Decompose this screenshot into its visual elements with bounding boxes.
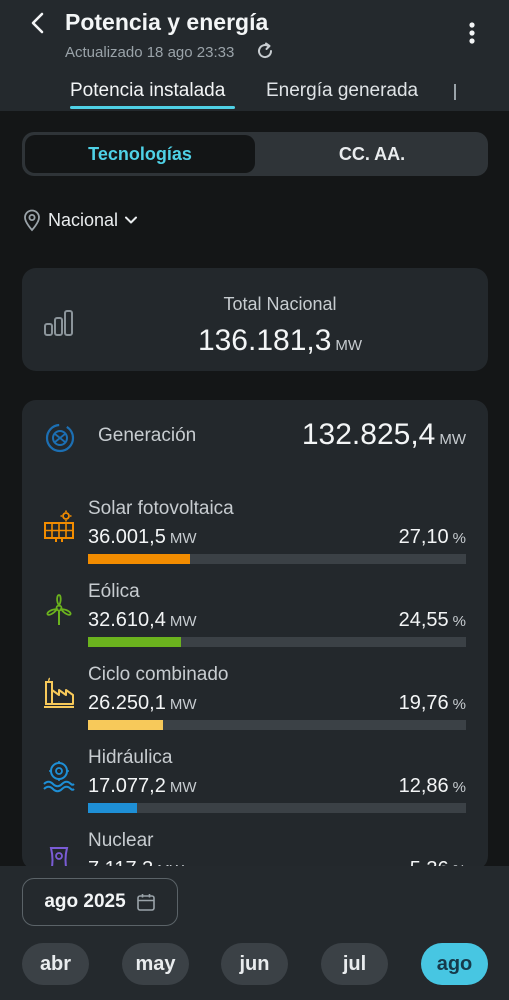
refresh-icon[interactable] [255, 41, 275, 61]
share-bar-track [88, 803, 466, 813]
segment-ccaa[interactable]: CC. AA. [338, 143, 406, 164]
tech-unit: MW [169, 613, 197, 630]
factory-icon [44, 677, 74, 708]
calendar-icon [136, 894, 155, 911]
tech-percent-unit: % [452, 530, 466, 547]
month-chip-jun[interactable]: jun [221, 943, 288, 985]
tech-unit: MW [169, 779, 197, 796]
tech-row-hidraulica[interactable]: Hidráulica 17.077,2 MW 12,86% [22, 747, 488, 827]
tech-row-nuclear[interactable]: Nuclear 7.117,3MW 5,36% [22, 830, 488, 870]
total-label: Total Nacional [223, 294, 337, 314]
tech-value: 17.077,2 [88, 775, 166, 797]
tech-name: Solar fotovoltaica [88, 498, 234, 519]
month-picker-button[interactable]: ago 2025 [22, 878, 178, 926]
month-footer: ago 2025 abr may jun jul ago [0, 866, 509, 1000]
page-title: Potencia y energía [65, 9, 269, 35]
month-chip-abr[interactable]: abr [22, 943, 89, 985]
location-pin-icon [24, 209, 40, 232]
tech-name: Nuclear [88, 830, 154, 851]
generation-unit: MW [439, 431, 466, 448]
last-updated-text: Actualizado 18 ago 23:33 [65, 44, 235, 61]
tech-percent: 12,86 [398, 775, 449, 797]
tech-value-row: 36.001,5 MW [88, 526, 197, 549]
total-value-row: 136.181,3 MW [22, 324, 488, 358]
share-bar-fill [88, 637, 181, 647]
tech-value: 36.001,5 [88, 526, 166, 548]
tech-row-solar-fotovoltaica[interactable]: Solar fotovoltaica 36.001,5 MW 27,10% [22, 498, 488, 578]
region-selector[interactable]: Nacional [22, 208, 138, 232]
total-value: 136.181,3 [197, 324, 332, 357]
tech-percent: 27,10 [398, 526, 449, 548]
region-label: Nacional [48, 209, 119, 230]
month-chip-jul[interactable]: jul [321, 943, 388, 985]
tech-value-row: 17.077,2 MW [88, 775, 197, 798]
share-bar-track [88, 720, 466, 730]
tech-value: 26.250,1 [88, 692, 166, 714]
chevron-down-icon [125, 216, 138, 224]
share-bar-track [88, 554, 466, 564]
tech-name: Hidráulica [88, 747, 173, 768]
segment-tecnologias[interactable]: Tecnologías [25, 135, 255, 173]
tech-percent-unit: % [452, 613, 466, 630]
active-tab-indicator [70, 106, 235, 109]
tab-overflow-divider [454, 84, 456, 100]
bar-chart-icon [44, 310, 73, 336]
share-bar-fill [88, 720, 163, 730]
month-chip-ago[interactable]: ago [421, 943, 488, 985]
generation-card: Generación 132.825,4 MW Solar fotovoltaic… [22, 400, 488, 870]
tech-row-eolica[interactable]: Eólica 32.610,4 MW 24,55% [22, 581, 488, 661]
tech-row-ciclo-combinado[interactable]: Ciclo combinado 26.250,1 MW 19,76% [22, 664, 488, 744]
tech-percent-unit: % [452, 779, 466, 796]
tech-percent-row: 12,86% [399, 775, 466, 798]
tech-unit: MW [169, 696, 197, 713]
total-nacional-card: Total Nacional 136.181,3 MW [22, 268, 488, 371]
generation-total: 132.825,4 MW [302, 418, 466, 452]
tech-name: Ciclo combinado [88, 664, 229, 685]
month-chip-may[interactable]: may [122, 943, 189, 985]
tech-percent-row: 27,10% [399, 526, 466, 549]
tech-value-row: 26.250,1 MW [88, 692, 197, 715]
tech-percent-row: 24,55% [399, 609, 466, 632]
tech-percent: 24,55 [398, 609, 449, 631]
share-bar-track [88, 637, 466, 647]
tab-potencia-instalada[interactable]: Potencia instalada [70, 80, 226, 101]
tech-percent-row: 19,76% [399, 692, 466, 715]
hydro-wave-icon [43, 761, 75, 793]
tech-value: 32.610,4 [88, 609, 166, 631]
generation-label: Generación [98, 425, 197, 446]
app-header: Potencia y energía Actualizado 18 ago 23… [0, 0, 509, 111]
more-options-icon[interactable] [460, 20, 484, 46]
tech-name: Eólica [88, 581, 140, 602]
share-bar-fill [88, 554, 191, 564]
tech-value-row: 32.610,4 MW [88, 609, 197, 632]
month-picker-label: ago 2025 [44, 891, 126, 912]
tech-percent: 19,76 [398, 692, 449, 714]
back-arrow-icon[interactable] [26, 10, 50, 36]
tab-energia-generada[interactable]: Energía generada [266, 80, 419, 101]
share-bar-fill [88, 803, 137, 813]
tech-percent-unit: % [452, 696, 466, 713]
solar-panel-icon [44, 510, 74, 542]
total-unit: MW [335, 337, 363, 354]
generation-value: 132.825,4 [301, 418, 436, 451]
tech-unit: MW [169, 530, 197, 547]
wind-turbine-icon [46, 594, 72, 625]
generation-icon [45, 423, 75, 453]
view-segmented-control: Tecnologías CC. AA. [22, 132, 488, 176]
